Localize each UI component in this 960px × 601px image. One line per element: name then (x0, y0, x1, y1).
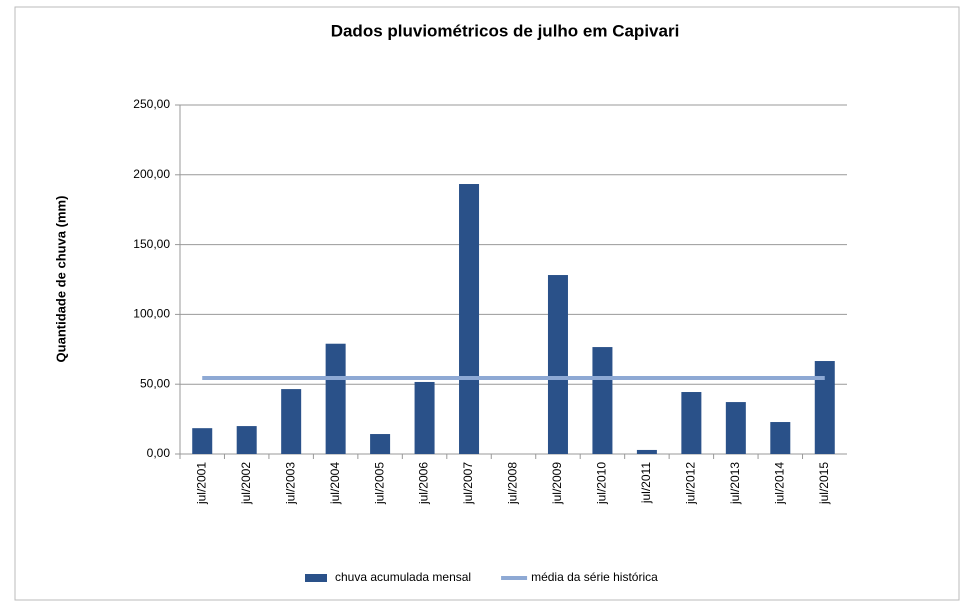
bar (192, 428, 213, 454)
chart-title: Dados pluviométricos de julho em Capivar… (331, 21, 680, 40)
x-tick-label: jul/2002 (239, 462, 253, 505)
x-tick-label: jul/2003 (283, 462, 297, 505)
x-tick-label: jul/2015 (817, 462, 831, 505)
bar (814, 361, 835, 454)
bar (370, 434, 391, 454)
x-tick-label: jul/2004 (328, 462, 342, 505)
bar (459, 184, 480, 454)
y-tick-label: 50,00 (140, 376, 170, 390)
y-axis-title: Quantidade de chuva (mm) (53, 196, 68, 363)
legend-swatch (305, 574, 327, 582)
x-tick-label: jul/2010 (595, 462, 609, 505)
bar (636, 449, 657, 454)
legend-label: chuva acumulada mensal (335, 570, 471, 584)
bar (770, 422, 791, 454)
bar (281, 389, 302, 454)
bar (547, 275, 568, 454)
x-tick-label: jul/2005 (372, 462, 386, 505)
x-tick-label: jul/2007 (461, 462, 475, 505)
y-tick-label: 200,00 (133, 167, 170, 181)
x-tick-label: jul/2012 (684, 462, 698, 505)
x-tick-label: jul/2006 (417, 462, 431, 505)
x-tick-label: jul/2009 (550, 462, 564, 505)
x-tick-label: jul/2011 (639, 462, 653, 504)
bar (325, 343, 346, 454)
x-tick-label: jul/2013 (728, 462, 742, 505)
y-tick-label: 250,00 (133, 97, 170, 111)
y-tick-label: 150,00 (133, 237, 170, 251)
x-tick-label: jul/2001 (194, 462, 208, 505)
y-tick-label: 0,00 (147, 446, 171, 460)
bar (725, 402, 746, 454)
x-tick-label: jul/2014 (772, 462, 786, 505)
bar (414, 381, 435, 454)
bar (592, 347, 613, 454)
y-tick-label: 100,00 (133, 307, 170, 321)
bar (236, 426, 257, 454)
legend-label: média da série histórica (531, 570, 658, 584)
chart-frame (14, 6, 960, 601)
x-tick-label: jul/2008 (506, 462, 520, 505)
bar (681, 392, 702, 454)
